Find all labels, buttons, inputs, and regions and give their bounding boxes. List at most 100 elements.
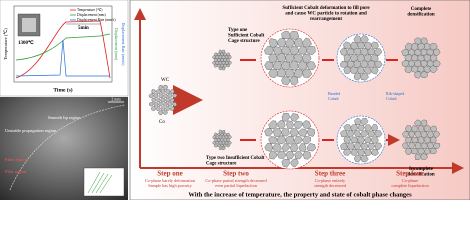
wc-grain: [281, 128, 290, 137]
complete-label: densification: [407, 13, 434, 18]
wc-grain: [272, 128, 283, 137]
wc-grain: [417, 125, 425, 133]
plot-frame: [13, 5, 113, 83]
wc-grain: [221, 129, 226, 134]
wc-grain: [420, 153, 428, 160]
wc-grain: [281, 158, 290, 168]
wc-grain: [432, 130, 441, 138]
wc-grain: [227, 140, 232, 145]
wc-grain: [219, 63, 224, 68]
wc-grain: [276, 135, 287, 145]
wc-grain: [226, 63, 231, 68]
wc-grain: [302, 120, 312, 130]
graphical-abstract: Temperature (℃) Displacement (mm)Displace…: [0, 0, 470, 201]
wc-grain: [221, 146, 226, 151]
wc-grain: [223, 58, 227, 62]
wc-grain: [277, 119, 286, 129]
wc-grain: [346, 60, 356, 68]
wc-grain: [293, 53, 304, 63]
wc-grain: [156, 106, 161, 111]
wc-grain: [423, 147, 431, 155]
wc-grain: [298, 142, 307, 152]
wc-grain: [357, 148, 365, 156]
wc-grain: [364, 148, 372, 157]
wc-grain: [213, 138, 218, 142]
scale-label: 2 mm: [111, 96, 121, 101]
wc-grain: [405, 125, 413, 133]
wc-grain: [226, 138, 231, 142]
wc-grain: [290, 158, 299, 168]
wc-grain: [402, 142, 409, 150]
wc-grain: [226, 143, 231, 148]
wc-grain: [301, 135, 311, 145]
wc-grain: [354, 142, 362, 151]
inset-chart: [83, 167, 125, 197]
wc-grain: [163, 110, 168, 115]
wc-grain: [371, 123, 379, 132]
wc-grain: [367, 142, 376, 150]
rib-label: Rib-shaped: [386, 91, 404, 96]
wc-grain: [281, 76, 291, 86]
wc-grain: [223, 132, 227, 137]
wc-grain: [223, 138, 227, 142]
wc-grain: [167, 93, 173, 98]
wc-grain: [423, 65, 432, 73]
wc-grain: [264, 127, 274, 137]
step-description: Sample has high porosity: [148, 183, 192, 188]
wc-grain: [302, 68, 313, 78]
wc-grain: [293, 38, 304, 47]
wc-grain: [357, 124, 365, 132]
wc-grain: [404, 65, 413, 74]
y3-axis-label: Displacement Rate (mm/s): [121, 23, 126, 67]
wc-grain: [408, 130, 415, 138]
step-name: Step three: [315, 170, 345, 178]
wc-grain: [224, 55, 229, 59]
wc-grain: [343, 148, 352, 156]
wc-grain: [156, 89, 161, 94]
wc-grain: [368, 130, 375, 138]
wc-grain: [404, 148, 412, 155]
wc-grain: [367, 48, 376, 56]
wc-grain: [162, 84, 169, 90]
wc-grain: [294, 135, 303, 145]
wc-grain: [227, 55, 232, 59]
wc-grain: [167, 101, 173, 107]
wc-grain: [281, 142, 291, 152]
step-name: Step two: [223, 170, 249, 178]
wc-grain: [432, 142, 441, 149]
wc-grain: [284, 37, 295, 48]
wc-grain: [429, 65, 438, 74]
wc-grain: [217, 138, 221, 142]
wc-grain: [306, 127, 316, 137]
wc-grain: [220, 138, 224, 142]
wc-grain: [172, 102, 178, 107]
wc-grain: [350, 148, 358, 156]
wc-grain: [349, 66, 359, 74]
wc-grain: [293, 68, 304, 79]
wc-grain: [289, 142, 299, 152]
annotation: 5min: [78, 26, 89, 31]
wc-grain: [360, 117, 369, 126]
legend-entry: Temperature (℃): [77, 8, 103, 12]
wc-grain: [151, 97, 157, 103]
step-description: complete liquefaction: [391, 183, 429, 188]
wc-grain: [157, 110, 164, 116]
annotation: 1300℃: [18, 39, 34, 46]
step-name: Step one: [157, 170, 182, 178]
wc-grain: [160, 97, 166, 103]
wc-grain: [169, 106, 175, 111]
type-one-label: Cage structure: [228, 39, 260, 44]
wc-grain: [420, 142, 428, 149]
wc-grain: [220, 144, 224, 148]
wc-grain: [371, 148, 379, 156]
wc-grain: [213, 63, 218, 68]
y2-axis-label: Displacement (mm): [114, 28, 119, 61]
caption: With the increase of temperature, the pr…: [188, 191, 412, 198]
wc-grain: [268, 120, 278, 130]
wc-grain: [356, 41, 365, 50]
region-label: Unstable propagation region: [5, 128, 57, 133]
wc-grain: [343, 136, 352, 144]
wc-grain: [353, 60, 362, 68]
wc-grain: [277, 151, 287, 159]
page: Temperature (℃) Displacement (mm) Displace…: [0, 0, 470, 201]
